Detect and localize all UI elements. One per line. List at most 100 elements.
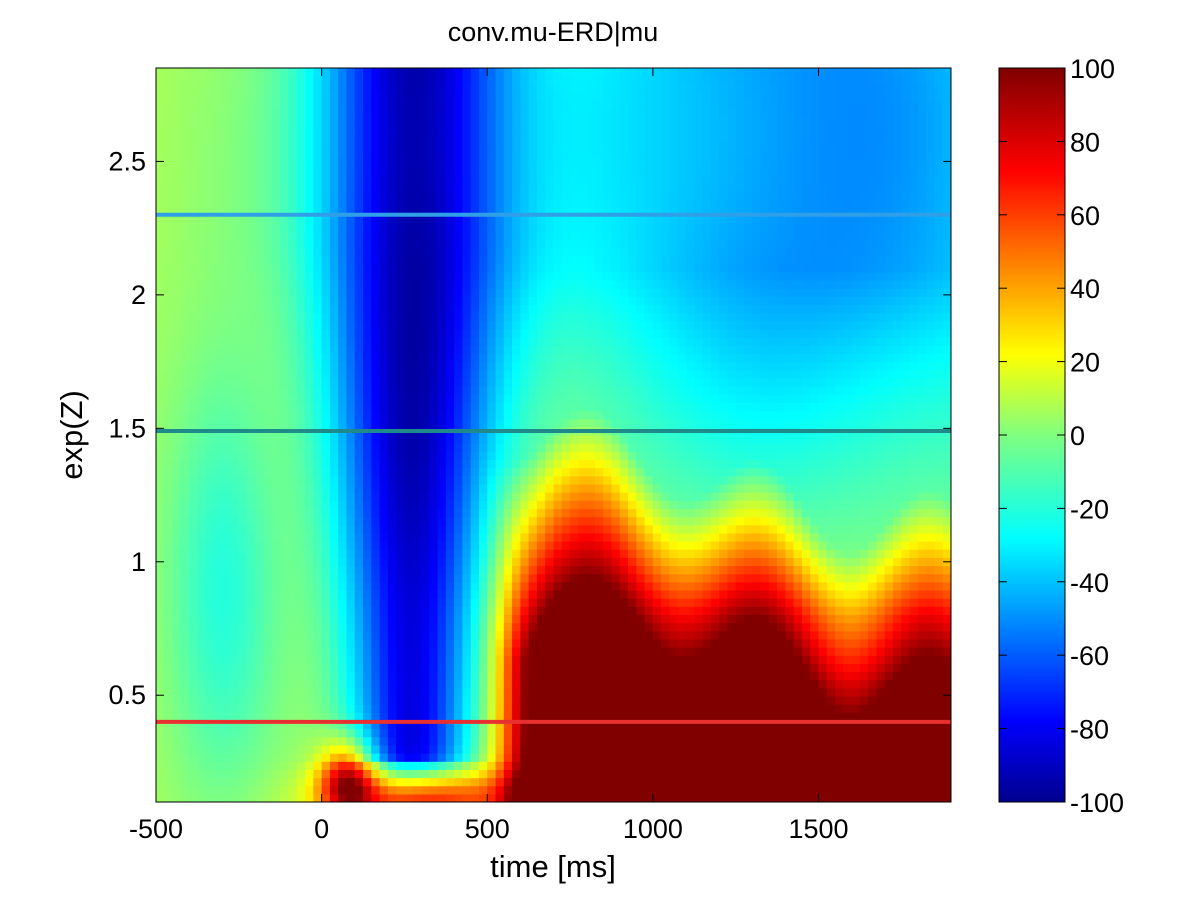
heatmap-cell [545,459,555,469]
heatmap-cell [164,500,174,509]
heatmap-cell [321,483,331,493]
heatmap-cell [462,720,472,730]
heatmap-cell [338,296,348,306]
heatmap-cell [321,728,331,738]
heatmap-cell [503,508,513,518]
heatmap-cell [503,402,513,412]
heatmap-cell [280,589,290,599]
heatmap-cell [421,247,430,257]
heatmap-cell [421,337,430,346]
heatmap-cell [271,541,281,550]
heatmap-cell [296,761,306,770]
heatmap-cell [305,92,314,102]
heatmap-cell [528,361,538,371]
heatmap-cell [247,508,256,518]
heatmap-cell [528,647,538,656]
heatmap-cell [454,190,464,200]
heatmap-cell [454,157,464,167]
heatmap-cell [503,133,513,142]
heatmap-cell [478,541,488,550]
heatmap-cell [280,361,290,371]
heatmap-cell [313,793,323,802]
heatmap-cell [396,638,406,648]
heatmap-cell [321,133,331,142]
heatmap-cell [470,736,480,746]
heatmap-cell [429,435,439,444]
heatmap-cell [404,418,414,428]
heatmap-cell [570,647,579,656]
heatmap-cell [520,361,530,371]
heatmap-cell [164,581,174,591]
heatmap-cell [213,165,223,175]
heatmap-cell [445,386,455,395]
heatmap-cell [189,271,199,281]
heatmap-cell [545,589,555,599]
heatmap-cell [454,198,464,208]
heatmap-cell [205,182,215,191]
heatmap-cell [321,508,331,518]
heatmap-cell [205,418,215,428]
heatmap-cell [454,133,464,142]
heatmap-cell [512,728,521,738]
heatmap-cell [255,736,265,746]
heatmap-cell [296,508,306,518]
heatmap-cell [586,174,596,183]
heatmap-cell [305,133,314,142]
heatmap-cell [495,761,505,770]
heatmap-cell [503,410,513,420]
heatmap-cell [371,361,381,371]
heatmap-cell [255,369,265,379]
heatmap-cell [280,622,290,632]
heatmap-cell [578,394,588,403]
heatmap-cell [578,793,588,802]
heatmap-cell [462,508,472,518]
heatmap-cell [230,777,240,787]
heatmap-cell [305,288,314,297]
heatmap-cell [437,288,447,297]
heatmap-cell [321,68,331,77]
heatmap-cell [354,141,364,151]
heatmap-cell [545,655,555,664]
heatmap-cell [445,451,455,461]
heatmap-cell [396,353,406,363]
heatmap-cell [180,655,190,664]
heatmap-cell [280,247,290,257]
heatmap-cell [230,663,240,673]
heatmap-cell [213,288,223,297]
heatmap-cell [454,622,464,632]
heatmap-cell [528,744,538,754]
heatmap-cell [586,598,596,607]
heatmap-cell [305,679,314,689]
heatmap-cell [247,541,256,550]
heatmap-cell [528,475,538,485]
heatmap-cell [487,222,497,232]
heatmap-cell [387,320,397,330]
heatmap-cell [429,638,439,648]
heatmap-cell [561,598,571,607]
heatmap-cell [238,222,248,232]
heatmap-cell [611,606,621,616]
heatmap-cell [503,500,513,509]
heatmap-cell [247,239,256,249]
heatmap-cell [528,157,538,167]
heatmap-cell [478,793,488,802]
heatmap-cell [305,108,314,118]
heatmap-cell [197,695,207,705]
heatmap-cell [338,198,348,208]
heatmap-cell [189,174,199,183]
heatmap-cell [371,108,381,118]
heatmap-cell [338,345,348,355]
heatmap-cell [222,753,232,762]
heatmap-cell [305,328,314,338]
heatmap-cell [255,418,265,428]
heatmap-cell [437,320,447,330]
heatmap-cell [603,467,613,477]
heatmap-cell [156,361,165,371]
heatmap-cell [421,108,430,118]
heatmap-cell [553,239,563,249]
heatmap-cell [247,206,256,216]
heatmap-cell [363,304,372,314]
heatmap-cell [470,149,480,159]
heatmap-cell [313,353,323,363]
heatmap-cell [354,125,364,134]
